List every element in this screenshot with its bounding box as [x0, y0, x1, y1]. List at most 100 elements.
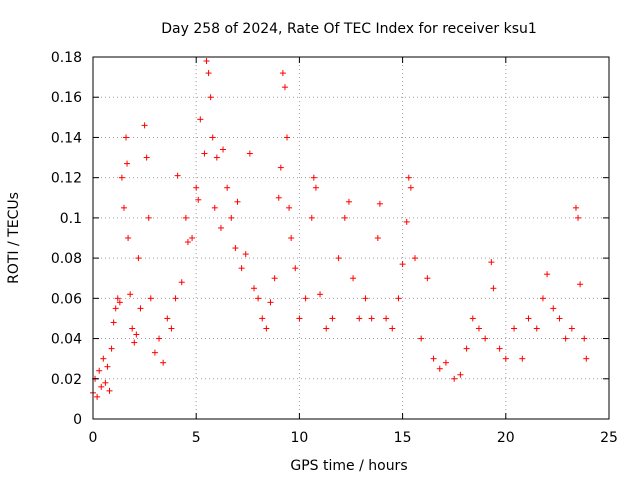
y-tick-label: 0.12 — [51, 171, 82, 187]
data-point — [106, 387, 113, 394]
x-axis-label: GPS time / hours — [290, 458, 407, 474]
data-point — [296, 315, 303, 322]
y-tick-label: 0.1 — [60, 211, 82, 227]
data-point — [228, 214, 235, 221]
data-point — [511, 325, 518, 332]
data-point — [123, 134, 130, 141]
data-point — [430, 355, 437, 362]
x-tick-label: 10 — [290, 430, 308, 446]
data-point — [114, 295, 121, 302]
data-point — [411, 255, 418, 262]
data-point — [292, 265, 299, 272]
plot-frame — [92, 56, 610, 420]
data-point — [374, 235, 381, 241]
data-point — [174, 172, 181, 179]
x-tick-label: 20 — [497, 430, 515, 446]
data-point — [207, 94, 214, 101]
data-point — [217, 224, 224, 231]
data-point — [127, 291, 134, 298]
chart-title: Day 258 of 2024, Rate Of TEC Index for r… — [161, 21, 537, 37]
data-point — [502, 355, 509, 362]
data-point — [424, 275, 431, 282]
data-point — [457, 371, 464, 378]
data-point — [143, 154, 150, 161]
data-point — [255, 295, 262, 302]
data-point — [182, 214, 189, 221]
data-point — [118, 174, 125, 181]
data-point — [110, 319, 117, 326]
data-point — [405, 174, 412, 181]
data-point — [575, 214, 582, 221]
data-point — [550, 305, 557, 312]
data-point — [281, 84, 288, 91]
data-point — [539, 295, 546, 302]
data-point — [172, 295, 179, 302]
data-point — [184, 239, 191, 246]
data-point — [277, 164, 284, 171]
data-point — [436, 365, 443, 372]
data-point — [135, 255, 142, 262]
axis-ticks: 0 5 10 15 20 25 0 0.02 0.04 0.06 0.08 0.1 0.12 0.14 0.… — [51, 50, 618, 446]
data-point — [131, 339, 138, 346]
y-tick-label: 0.14 — [51, 130, 82, 146]
data-point — [568, 325, 575, 332]
data-point — [323, 325, 330, 332]
data-point — [572, 204, 579, 211]
data-point — [383, 315, 390, 322]
data-point — [275, 194, 282, 201]
data-point — [583, 355, 590, 362]
data-point — [246, 150, 253, 157]
data-point — [581, 335, 588, 342]
data-point — [376, 200, 383, 207]
x-tick-label: 15 — [394, 430, 412, 446]
data-point — [562, 335, 569, 342]
data-point — [147, 295, 154, 302]
data-point — [356, 315, 363, 322]
data-point — [312, 184, 319, 191]
data-point — [133, 331, 140, 338]
data-point — [224, 184, 231, 191]
data-point — [160, 359, 167, 366]
data-point — [399, 261, 406, 268]
data-point — [213, 154, 220, 161]
y-tick-label: 0.16 — [51, 90, 82, 106]
data-point — [197, 116, 204, 123]
data-point — [211, 204, 218, 211]
data-point — [195, 196, 202, 203]
x-tick-label: 0 — [89, 430, 98, 446]
data-point — [317, 291, 324, 298]
data-point — [104, 363, 111, 370]
data-point — [145, 214, 152, 221]
y-tick-label: 0.02 — [51, 372, 82, 388]
data-point — [203, 58, 210, 65]
data-point — [308, 214, 315, 221]
data-point — [168, 325, 175, 332]
data-point — [201, 150, 208, 157]
data-point — [124, 160, 131, 167]
data-point — [232, 245, 239, 252]
data-point — [288, 235, 295, 241]
data-point — [116, 299, 123, 306]
data-point — [151, 349, 158, 356]
y-tick-label: 0.04 — [51, 332, 82, 348]
data-point — [164, 315, 171, 322]
data-point — [137, 305, 144, 312]
data-point — [310, 174, 317, 181]
data-point — [475, 325, 482, 332]
data-point — [525, 315, 532, 322]
data-point — [329, 315, 336, 322]
data-point — [94, 393, 101, 400]
data-point — [102, 379, 109, 386]
data-point — [189, 235, 196, 241]
data-point — [350, 275, 357, 282]
data-point — [178, 279, 185, 286]
data-point — [482, 335, 489, 342]
data-point — [469, 315, 476, 322]
y-tick-label: 0 — [73, 412, 82, 428]
data-point — [418, 335, 425, 342]
data-point — [267, 299, 274, 306]
data-point — [125, 235, 132, 241]
data-point — [193, 184, 200, 191]
data-point — [108, 345, 115, 352]
